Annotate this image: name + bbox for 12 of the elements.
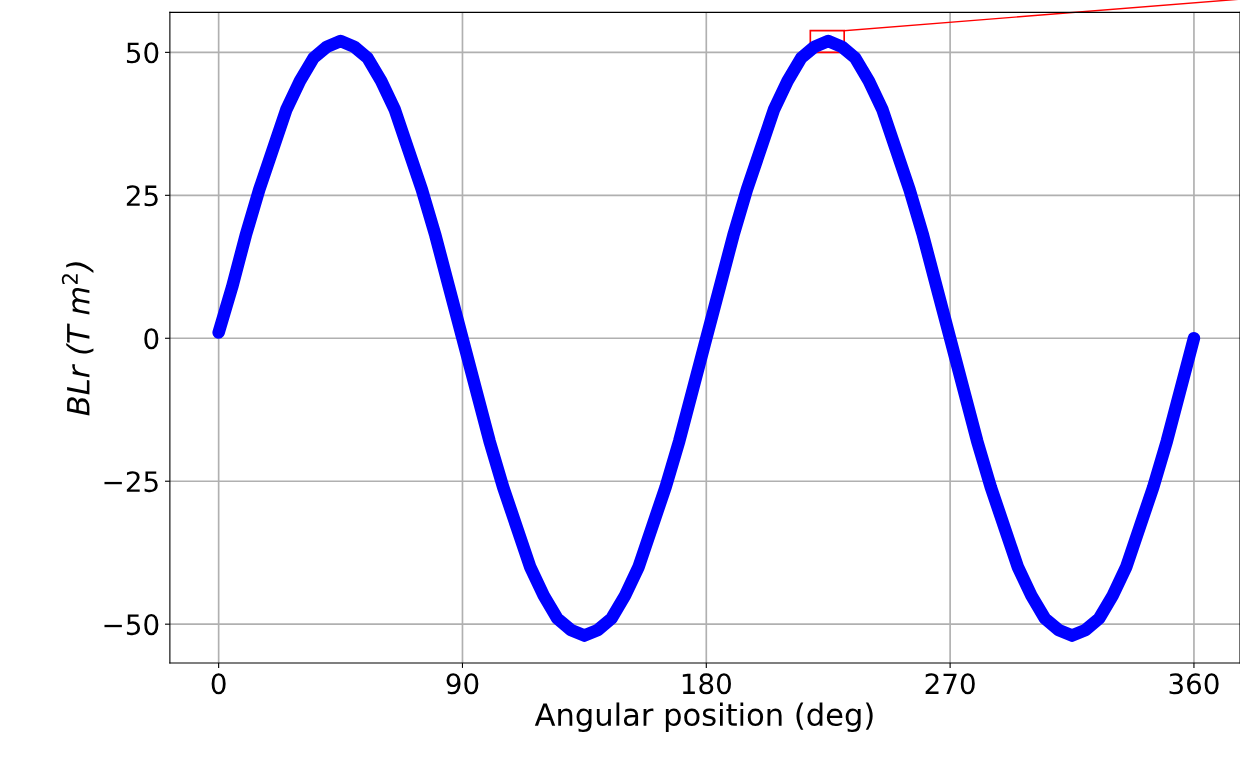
- x-tick-label: 270: [925, 673, 975, 695]
- x-axis-title: Angular position (deg): [534, 702, 873, 733]
- x-tick-label: 90: [446, 673, 479, 695]
- y-tick-label: −25: [104, 471, 158, 493]
- y-tick-label: 0: [144, 328, 159, 350]
- y-axis-title: BLr (T m$^{2}$): [61, 262, 94, 416]
- x-tick-label: 0: [211, 673, 226, 695]
- y-tick-label: 25: [126, 185, 158, 207]
- x-tick-label: 180: [682, 673, 731, 695]
- y-tick-label: 50: [126, 42, 159, 64]
- x-tick-label: 360: [1169, 673, 1219, 695]
- y-tick-label: −50: [104, 614, 159, 636]
